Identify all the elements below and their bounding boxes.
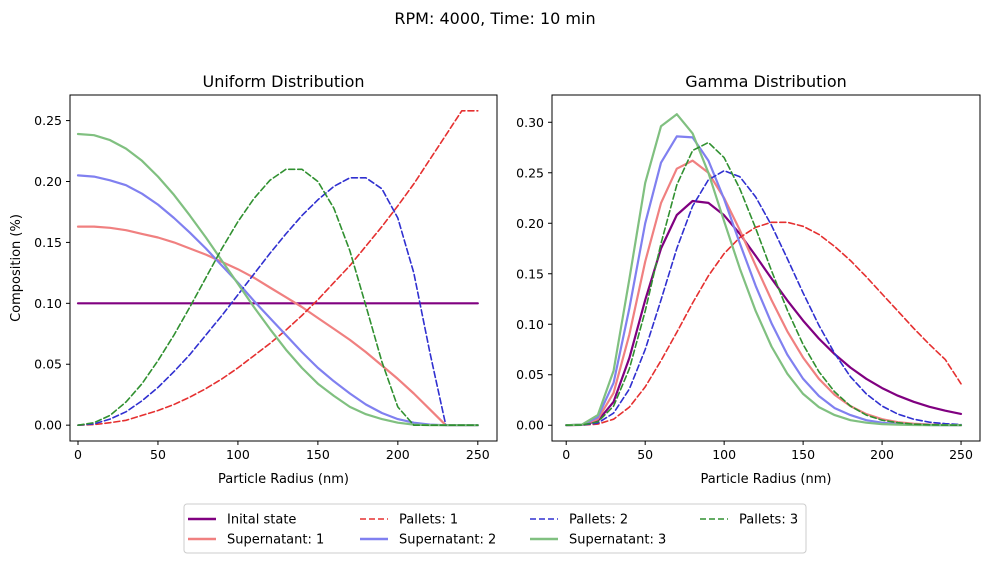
- uniform-series-group: [76, 110, 479, 427]
- gamma-series-pallets-3-line: [565, 141, 962, 427]
- uniform-x-tick-label: 200: [386, 447, 410, 462]
- uniform-y-tick-label: 0.15: [34, 235, 62, 250]
- uniform-series-supernatant-1-line: [76, 225, 479, 427]
- gamma-series-supernatant-3-line: [565, 113, 963, 427]
- gamma-x-tick-label: 150: [791, 447, 815, 462]
- gamma-y-tick-label: 0.05: [516, 367, 544, 382]
- uniform-distribution-panel: Uniform Distribution 0 50 100 150 200 250 0.00 0…: [9, 72, 498, 487]
- gamma-y-tick-label: 0.20: [516, 216, 544, 231]
- gamma-distribution-panel: Gamma Distribution 0 50 100 150 200 250 0.00 0.0…: [516, 72, 981, 487]
- gamma-series-pallets-2-line: [565, 169, 962, 427]
- legend-label-inital-state: Inital state: [227, 513, 296, 528]
- gamma-y-tick-label: 0.10: [516, 317, 544, 332]
- legend-label-supernatant-2: Supernatant: 2: [399, 533, 496, 548]
- gamma-y-tick-label: 0.30: [516, 115, 544, 130]
- legend-label-supernatant-3: Supernatant: 3: [569, 533, 666, 548]
- uniform-series-pallets-1-line: [77, 110, 479, 427]
- gamma-x-tick-label: 250: [949, 447, 973, 462]
- uniform-x-tick-label: 150: [306, 447, 330, 462]
- gamma-series-inital-state-line: [565, 199, 963, 427]
- legend-label-supernatant-1: Supernatant: 1: [227, 533, 324, 548]
- uniform-y-tick-label: 0.00: [34, 418, 62, 433]
- legend: Inital state Supernatant: 1 Pallets: 1 Supe…: [183, 503, 807, 554]
- uniform-y-tick-label: 0.05: [34, 357, 62, 372]
- uniform-x-tick-label: 250: [466, 447, 490, 462]
- gamma-x-tick-label: 200: [870, 447, 894, 462]
- gamma-series-pallets-1-line: [565, 221, 962, 427]
- gamma-y-tick-label: 0.25: [516, 165, 544, 180]
- uniform-series-pallets-2-line: [77, 177, 479, 427]
- gamma-axes-frame: [551, 94, 981, 442]
- uniform-y-tick-label: 0.25: [34, 113, 62, 128]
- figure-suptitle: RPM: 4000, Time: 10 min: [394, 9, 595, 28]
- uniform-y-tick-label: 0.10: [34, 296, 62, 311]
- gamma-x-axis-label: Particle Radius (nm): [701, 472, 832, 487]
- uniform-series-supernatant-3-line: [76, 132, 479, 427]
- legend-label-pallets-2: Pallets: 2: [569, 513, 628, 528]
- uniform-x-axis-label: Particle Radius (nm): [218, 472, 349, 487]
- uniform-axes-frame: [69, 94, 498, 442]
- legend-label-pallets-1: Pallets: 1: [399, 513, 458, 528]
- uniform-y-tick-label: 0.20: [34, 174, 62, 189]
- uniform-x-tick-label: 100: [226, 447, 250, 462]
- uniform-x-tick-label: 0: [74, 447, 82, 462]
- gamma-x-tick-label: 50: [637, 447, 653, 462]
- gamma-x-tick-label: 100: [712, 447, 736, 462]
- uniform-series-pallets-3-line: [77, 168, 479, 427]
- legend-label-pallets-3: Pallets: 3: [739, 513, 798, 528]
- gamma-panel-title: Gamma Distribution: [685, 72, 847, 91]
- uniform-x-tick-label: 50: [150, 447, 166, 462]
- gamma-series-supernatant-1-line: [565, 159, 963, 427]
- gamma-series-group: [565, 113, 963, 427]
- uniform-panel-title: Uniform Distribution: [202, 72, 364, 91]
- gamma-y-tick-label: 0.15: [516, 266, 544, 281]
- legend-frame: [183, 503, 807, 554]
- gamma-y-tick-label: 0.00: [516, 418, 544, 433]
- uniform-y-axis-label: Composition (%): [9, 214, 24, 322]
- gamma-x-tick-label: 0: [562, 447, 570, 462]
